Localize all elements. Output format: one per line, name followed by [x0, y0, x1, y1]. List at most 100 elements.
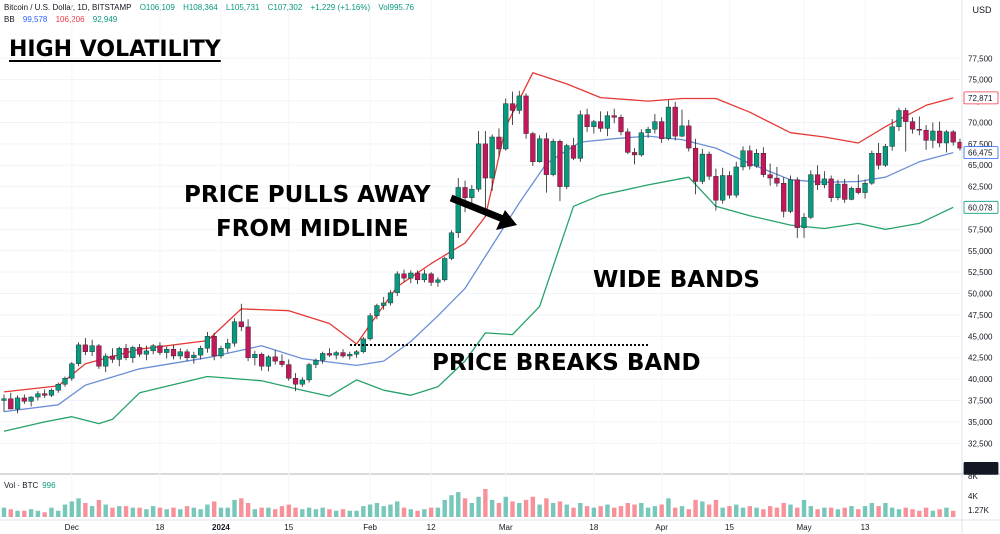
volume-bar	[937, 509, 942, 517]
volume-bar	[476, 496, 481, 517]
bb-legend[interactable]: BB 99,578 106,206 92,949	[4, 15, 123, 24]
symbol-header: Bitcoin / U.S. Dollar, 1D, BITSTAMP O106…	[4, 3, 420, 12]
candle-body	[876, 153, 882, 166]
price-axis[interactable]: 77,50075,00072,50070,00067,50065,00062,5…	[961, 0, 999, 534]
bb-lower-value: 92,949	[92, 15, 118, 24]
time-tick-label: 2024	[212, 523, 230, 532]
time-tick-label: 12	[427, 523, 436, 532]
candle-body	[855, 188, 861, 193]
volume-bar	[822, 507, 827, 517]
volume-bar	[659, 504, 664, 517]
volume-bar	[496, 503, 502, 517]
volume-bar	[523, 499, 529, 517]
volume-bar	[442, 499, 447, 517]
volume-bar	[544, 498, 549, 517]
volume-bar	[273, 509, 278, 517]
volume-bar	[625, 503, 630, 517]
price-tick-label: 37,500	[968, 396, 993, 405]
volume-bar	[598, 506, 603, 517]
volume-bar	[951, 510, 956, 517]
candle-body	[591, 121, 597, 127]
volume-bar	[808, 506, 814, 517]
candle-body	[503, 103, 509, 150]
candle-body	[299, 379, 305, 385]
time-tick-label: Dec	[65, 523, 79, 532]
volume-bar	[388, 504, 393, 517]
volume-bar	[727, 506, 732, 517]
symbol-name[interactable]: Bitcoin / U.S. Dollar, 1D, BITSTAMP	[4, 3, 132, 12]
volume-bar	[700, 501, 705, 517]
bb-label: BB	[4, 15, 15, 24]
candle-body	[170, 348, 177, 357]
volume-bar	[76, 498, 81, 517]
price-tick-label: 40,000	[968, 375, 993, 384]
candle-body	[292, 378, 299, 385]
candle-body	[645, 129, 651, 133]
volume-bar	[361, 506, 366, 517]
volume-bar	[428, 507, 434, 517]
arrow-shaft	[449, 194, 510, 225]
candle-body	[767, 174, 773, 179]
time-tick-label: May	[796, 523, 811, 532]
price-tick-label: 32,500	[968, 439, 993, 448]
volume-bars	[1, 489, 956, 517]
volume-bar	[103, 504, 108, 517]
volume-bar	[110, 507, 115, 517]
price-label: 29,561	[968, 464, 993, 473]
volume-bar	[198, 509, 203, 517]
volume-bar	[564, 504, 569, 517]
volume-pane-value: 996	[42, 481, 56, 490]
candle-body	[482, 143, 488, 179]
candle-body	[130, 347, 136, 358]
time-tick-label: 15	[725, 523, 734, 532]
volume-bar	[211, 501, 217, 517]
candle-body	[815, 174, 821, 186]
candle-body	[882, 146, 889, 166]
volume-bar	[279, 506, 285, 517]
candle-body	[340, 352, 346, 357]
volume-bar	[652, 506, 658, 517]
candle-body	[469, 188, 475, 198]
open-value: O106,109	[139, 3, 175, 12]
candle-body	[265, 356, 272, 367]
candle-body	[374, 305, 380, 316]
candle-body	[313, 360, 319, 365]
volume-bar	[584, 506, 590, 517]
candle-body	[442, 258, 448, 281]
volume-bar	[747, 506, 752, 517]
candle-body	[435, 279, 441, 283]
candle-body	[509, 103, 516, 111]
candle-body	[808, 174, 814, 218]
candle-body	[96, 345, 102, 367]
candle-body	[198, 348, 204, 356]
volume-bar	[462, 498, 468, 517]
currency-label[interactable]: USD	[972, 5, 992, 15]
volume-bar	[456, 492, 461, 517]
volume-pane-header[interactable]: Vol · BTC 996	[4, 481, 56, 490]
volume-bar	[612, 507, 617, 517]
time-tick-label: 13	[861, 523, 870, 532]
candle-body	[414, 272, 421, 281]
volume-bar	[720, 507, 725, 517]
volume-bar	[320, 507, 325, 517]
candle-body	[896, 110, 902, 127]
candle-body	[930, 130, 936, 141]
candle-body	[604, 115, 611, 129]
pulls-away-annotation-line1: PRICE PULLS AWAY	[184, 182, 431, 208]
candle-body	[869, 153, 875, 184]
price-tick-label: 62,500	[968, 183, 993, 192]
candle-body	[516, 95, 522, 111]
volume-bar	[842, 507, 847, 517]
volume-bar	[781, 503, 786, 517]
volume-bar	[35, 510, 41, 517]
volume-bar	[239, 498, 244, 517]
volume-bar	[225, 507, 230, 517]
volume-bar	[300, 509, 305, 517]
candle-body	[238, 321, 244, 328]
volume-bar	[259, 507, 264, 517]
time-axis[interactable]: Dec 18 2024 15 Feb 12 Mar 18 Apr 15 May 13	[65, 523, 870, 532]
price-tick-label: 70,000	[968, 118, 993, 127]
bollinger-bands	[3, 72, 954, 432]
volume-bar	[218, 507, 224, 517]
